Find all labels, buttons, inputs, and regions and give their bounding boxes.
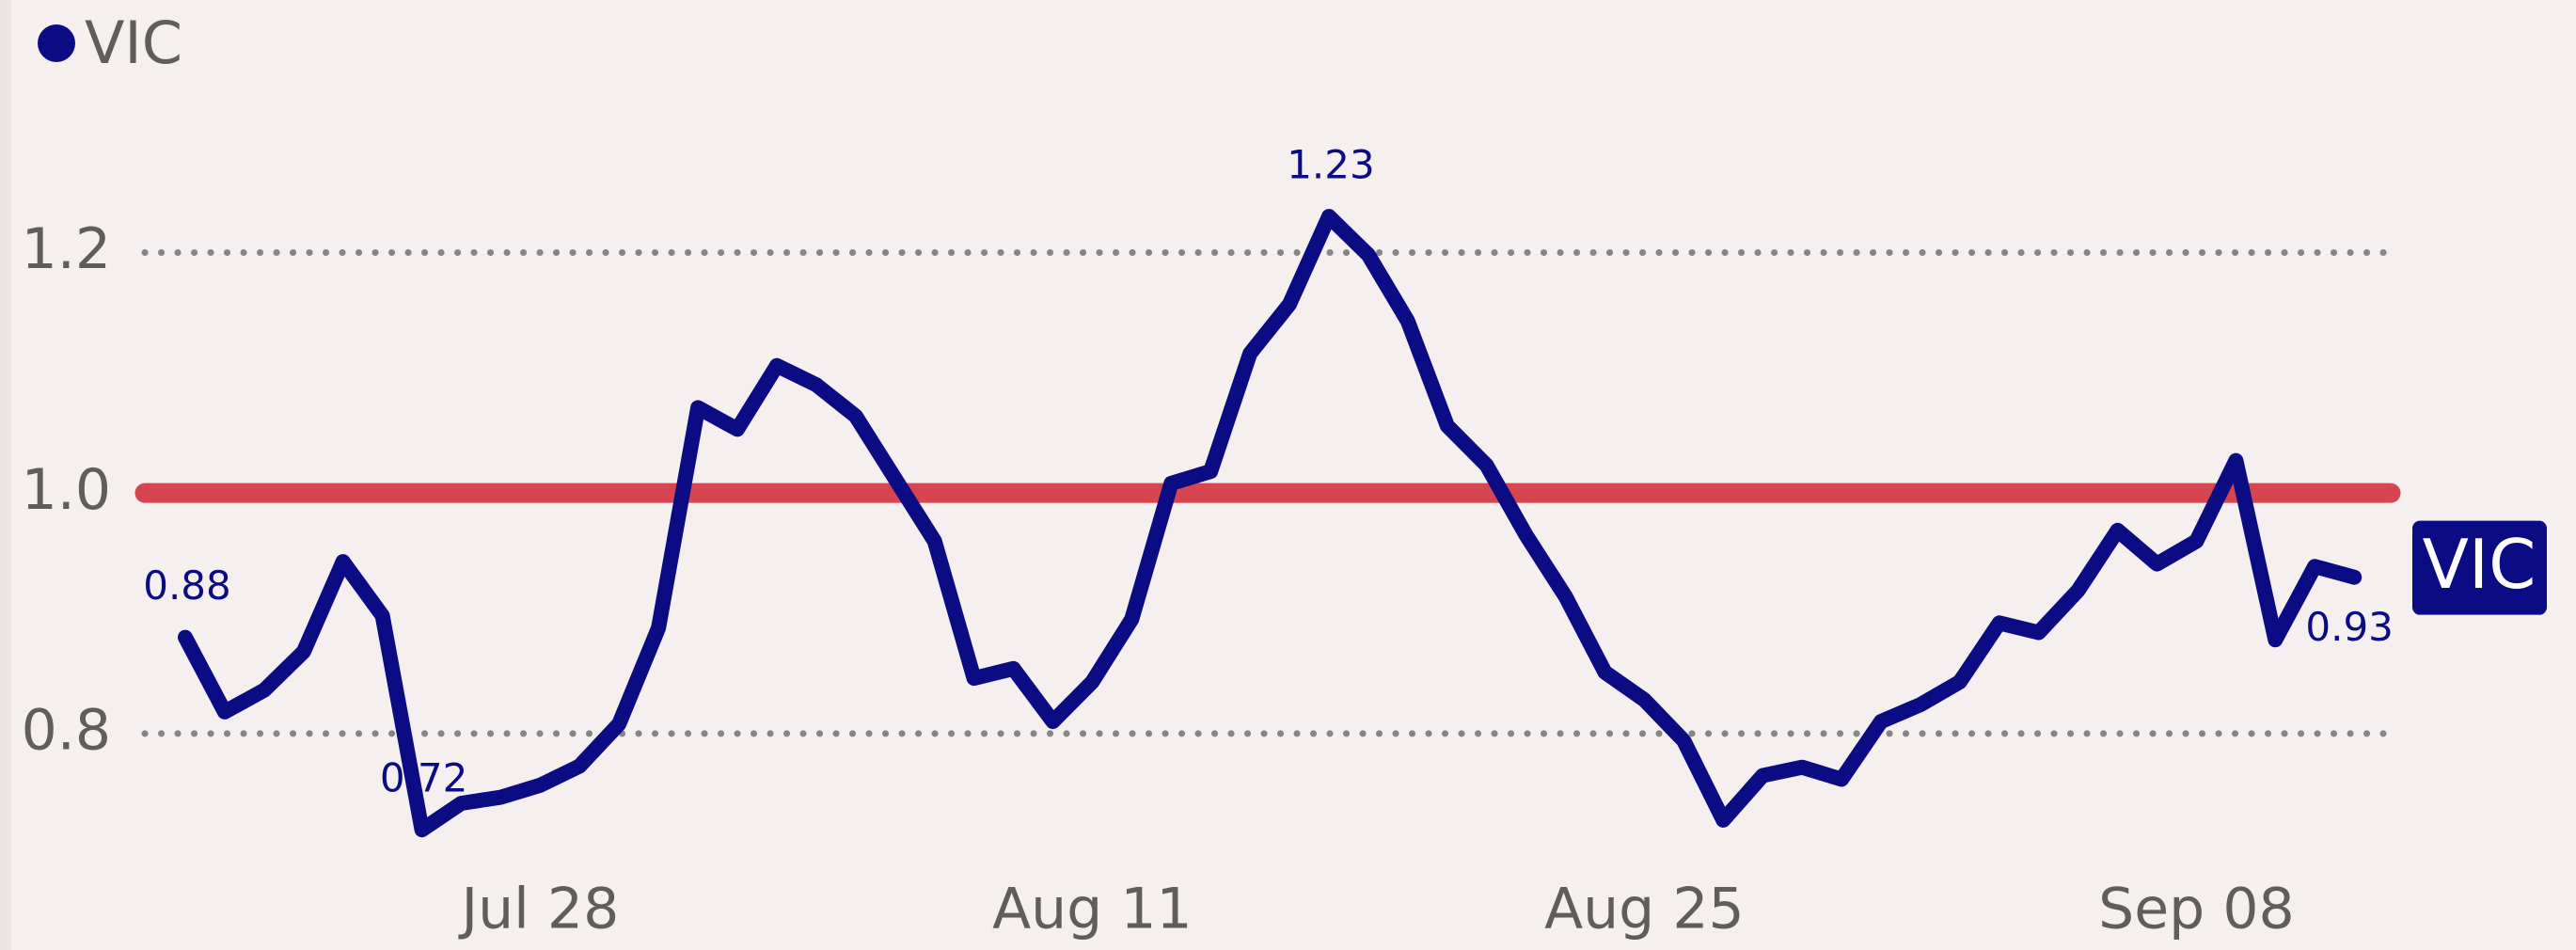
left-edge bbox=[0, 0, 11, 950]
legend-label: VIC bbox=[85, 8, 182, 77]
x-tick-label: Aug 11 bbox=[992, 877, 1193, 942]
legend-marker bbox=[38, 24, 75, 62]
x-tick-label: Sep 08 bbox=[2098, 877, 2295, 942]
x-tick-label: Jul 28 bbox=[457, 877, 619, 942]
y-tick-label: 1.0 bbox=[22, 457, 111, 523]
data-line bbox=[178, 209, 2363, 838]
y-tick-label: 1.2 bbox=[22, 216, 111, 282]
x-tick-label: Aug 25 bbox=[1544, 877, 1745, 942]
data-label: 0.72 bbox=[380, 755, 468, 801]
end-label-box bbox=[2412, 520, 2547, 615]
end-label: VIC bbox=[2423, 525, 2536, 604]
data-label: 0.88 bbox=[143, 562, 231, 609]
y-tick-label: 0.8 bbox=[22, 697, 111, 763]
data-label: 0.93 bbox=[2305, 604, 2394, 650]
data-label: 1.23 bbox=[1287, 142, 1375, 188]
